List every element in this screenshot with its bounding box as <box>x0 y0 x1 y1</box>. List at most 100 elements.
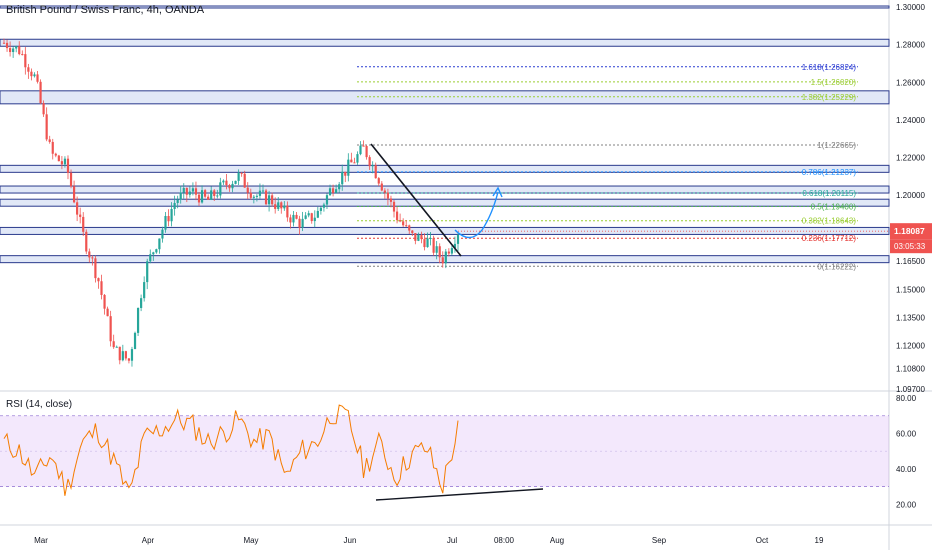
candle-body <box>307 213 310 216</box>
candle-body <box>124 351 127 359</box>
candle-body <box>112 341 115 348</box>
countdown-badge <box>890 239 932 254</box>
candle-body <box>60 161 63 165</box>
price-tick-label: 1.09700 <box>896 385 925 394</box>
candle-body <box>392 201 396 212</box>
price-tick-label: 1.24000 <box>896 116 925 125</box>
candle-body <box>335 189 338 193</box>
price-axis[interactable]: 1.30000 1.28000 1.26000 1.24000 1.22000 1.200… <box>896 3 925 394</box>
candle-body <box>173 202 176 209</box>
candle-body <box>426 238 429 248</box>
chart-title: British Pound / Swiss Franc, 4h, OANDA <box>6 4 205 16</box>
candle-body <box>91 257 94 259</box>
candle-body <box>136 307 140 333</box>
rsi-tick-label: 40.00 <box>896 465 917 474</box>
candle-body <box>69 172 73 187</box>
candle-body <box>18 46 21 55</box>
price-tick-label: 1.13500 <box>896 313 925 322</box>
candle-body <box>368 157 371 167</box>
descending-trendline[interactable] <box>370 143 462 257</box>
candle-body <box>170 208 173 222</box>
candle-body <box>33 74 36 77</box>
projection-arrow[interactable] <box>454 191 499 239</box>
time-tick-label: May <box>243 536 258 545</box>
candle-body <box>57 155 60 162</box>
candle-body <box>155 249 158 253</box>
candle-body <box>402 221 405 226</box>
time-tick-label: Sep <box>652 536 667 545</box>
fib-label: 1.5(1.26020) <box>811 78 857 87</box>
last-price-label: 1.18087 <box>894 226 925 236</box>
candle-body <box>441 257 444 264</box>
last-price-marker: 1.18087 03:05:33 <box>458 223 932 254</box>
time-tick-label: Jul <box>447 536 457 545</box>
candle-body <box>274 204 277 209</box>
candle-body <box>286 205 289 218</box>
candle-body <box>414 233 417 241</box>
candle-body <box>252 196 255 198</box>
rsi-support-trendline[interactable] <box>375 488 544 501</box>
candle-body <box>331 188 335 193</box>
candle-body <box>344 171 347 176</box>
candle-body <box>264 190 268 205</box>
fib-label: 1.618(1.26824) <box>802 63 857 72</box>
candle-body <box>197 194 201 203</box>
candle-body <box>322 204 326 208</box>
candle-body <box>380 183 383 191</box>
candle-body <box>313 217 316 222</box>
candle-body <box>231 183 234 189</box>
last-price-badge <box>890 223 932 240</box>
candle-body <box>12 48 15 53</box>
candle-body <box>365 146 368 158</box>
candle-body <box>94 258 97 279</box>
candle-body <box>146 261 149 283</box>
candle-body <box>152 252 155 255</box>
rsi-line-group <box>3 404 459 496</box>
time-tick-label: Aug <box>550 536 564 545</box>
candle-body <box>453 243 457 249</box>
fib-label: 1.382(1.25229) <box>802 93 857 102</box>
candle-body <box>191 188 195 192</box>
price-tick-label: 1.22000 <box>896 154 925 163</box>
candle-body <box>127 358 131 361</box>
zone-band <box>0 164 890 173</box>
candle-body <box>408 225 411 231</box>
candle-body <box>240 172 243 174</box>
rsi-axis[interactable]: 80.00 60.00 40.00 20.00 <box>896 394 917 509</box>
candle-body <box>85 231 88 252</box>
candle-body <box>277 202 280 209</box>
candle-body <box>109 316 112 342</box>
candle-body <box>338 184 341 190</box>
fib-label: 0.618(1.20115) <box>802 189 856 198</box>
candle-body <box>374 165 377 179</box>
candle-body <box>106 308 109 317</box>
candle-body <box>271 195 274 205</box>
rsi-line <box>3 404 459 496</box>
candle-body <box>389 198 393 202</box>
candle-body <box>36 74 39 82</box>
candle-body <box>130 349 134 361</box>
candle-body <box>121 351 124 361</box>
candle-body <box>88 251 91 258</box>
zone-band <box>0 5 890 9</box>
zone-band <box>0 198 890 207</box>
candle-body <box>258 190 262 196</box>
fib-label: 1(1.22665) <box>817 141 856 150</box>
candle-body <box>51 141 54 154</box>
candle-body <box>255 195 258 197</box>
time-axis[interactable]: Mar Apr May Jun Jul 08:00 Aug Sep Oct 19 <box>34 536 824 545</box>
support-resistance-zones <box>0 5 890 264</box>
candle-body <box>225 180 228 186</box>
rsi-title: RSI (14, close) <box>6 399 73 410</box>
candle-body <box>63 158 67 165</box>
rsi-tick-label: 80.00 <box>896 394 917 403</box>
candle-body <box>350 159 353 163</box>
candle-body <box>97 278 100 282</box>
candle-body <box>228 185 231 189</box>
trend-drawings <box>370 143 544 501</box>
candle-body <box>283 205 286 209</box>
candle-body <box>289 217 292 223</box>
candle-body <box>319 207 322 211</box>
candle-body <box>2 42 6 44</box>
